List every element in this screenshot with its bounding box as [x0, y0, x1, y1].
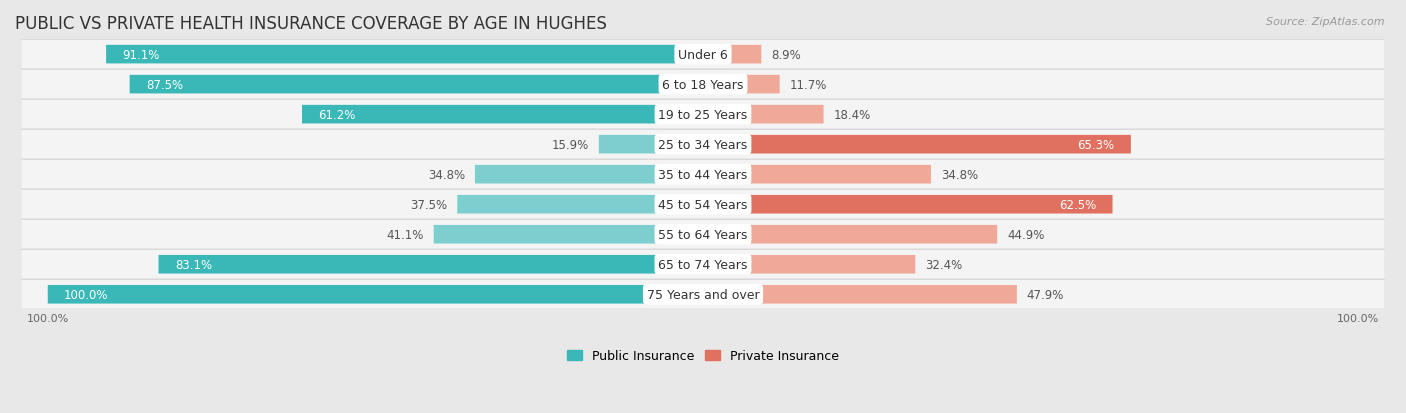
Text: 35 to 44 Years: 35 to 44 Years — [658, 168, 748, 181]
Text: 37.5%: 37.5% — [411, 198, 447, 211]
FancyBboxPatch shape — [21, 190, 1385, 220]
Text: 11.7%: 11.7% — [790, 78, 827, 91]
Legend: Public Insurance, Private Insurance: Public Insurance, Private Insurance — [567, 350, 839, 363]
FancyBboxPatch shape — [21, 160, 1385, 190]
Text: 44.9%: 44.9% — [1007, 228, 1045, 241]
FancyBboxPatch shape — [475, 166, 703, 184]
Text: 65.3%: 65.3% — [1077, 138, 1115, 151]
FancyBboxPatch shape — [21, 70, 1385, 100]
FancyBboxPatch shape — [159, 255, 703, 274]
Text: PUBLIC VS PRIVATE HEALTH INSURANCE COVERAGE BY AGE IN HUGHES: PUBLIC VS PRIVATE HEALTH INSURANCE COVER… — [15, 15, 607, 33]
FancyBboxPatch shape — [703, 225, 997, 244]
Text: 47.9%: 47.9% — [1026, 288, 1064, 301]
Text: 65 to 74 Years: 65 to 74 Years — [658, 258, 748, 271]
FancyBboxPatch shape — [599, 135, 703, 154]
Text: 61.2%: 61.2% — [318, 108, 356, 121]
FancyBboxPatch shape — [21, 40, 1385, 70]
Text: 45 to 54 Years: 45 to 54 Years — [658, 198, 748, 211]
Text: 6 to 18 Years: 6 to 18 Years — [662, 78, 744, 91]
FancyBboxPatch shape — [21, 220, 1385, 249]
FancyBboxPatch shape — [703, 106, 824, 124]
Text: 32.4%: 32.4% — [925, 258, 962, 271]
FancyBboxPatch shape — [21, 100, 1385, 130]
Text: 83.1%: 83.1% — [174, 258, 212, 271]
Text: 15.9%: 15.9% — [551, 138, 589, 151]
FancyBboxPatch shape — [21, 250, 1385, 279]
FancyBboxPatch shape — [21, 190, 1385, 219]
Text: 62.5%: 62.5% — [1059, 198, 1097, 211]
Text: 18.4%: 18.4% — [834, 108, 870, 121]
Text: 41.1%: 41.1% — [387, 228, 423, 241]
FancyBboxPatch shape — [457, 195, 703, 214]
Text: 19 to 25 Years: 19 to 25 Years — [658, 108, 748, 121]
Text: 25 to 34 Years: 25 to 34 Years — [658, 138, 748, 151]
Text: 91.1%: 91.1% — [122, 48, 160, 62]
FancyBboxPatch shape — [703, 76, 780, 94]
Text: 34.8%: 34.8% — [427, 168, 465, 181]
Text: 87.5%: 87.5% — [146, 78, 183, 91]
Text: 34.8%: 34.8% — [941, 168, 979, 181]
Text: Under 6: Under 6 — [678, 48, 728, 62]
FancyBboxPatch shape — [302, 106, 703, 124]
FancyBboxPatch shape — [21, 40, 1385, 69]
FancyBboxPatch shape — [703, 195, 1112, 214]
FancyBboxPatch shape — [21, 71, 1385, 99]
FancyBboxPatch shape — [21, 160, 1385, 189]
FancyBboxPatch shape — [21, 220, 1385, 249]
Text: 100.0%: 100.0% — [65, 288, 108, 301]
FancyBboxPatch shape — [105, 46, 703, 64]
FancyBboxPatch shape — [21, 249, 1385, 280]
FancyBboxPatch shape — [703, 166, 931, 184]
FancyBboxPatch shape — [21, 280, 1385, 309]
FancyBboxPatch shape — [433, 225, 703, 244]
Text: 8.9%: 8.9% — [770, 48, 801, 62]
FancyBboxPatch shape — [703, 46, 761, 64]
FancyBboxPatch shape — [703, 285, 1017, 304]
FancyBboxPatch shape — [48, 285, 703, 304]
Text: Source: ZipAtlas.com: Source: ZipAtlas.com — [1267, 17, 1385, 26]
FancyBboxPatch shape — [703, 255, 915, 274]
FancyBboxPatch shape — [21, 100, 1385, 129]
FancyBboxPatch shape — [703, 135, 1130, 154]
Text: 55 to 64 Years: 55 to 64 Years — [658, 228, 748, 241]
FancyBboxPatch shape — [21, 131, 1385, 159]
FancyBboxPatch shape — [21, 130, 1385, 160]
Text: 75 Years and over: 75 Years and over — [647, 288, 759, 301]
FancyBboxPatch shape — [21, 280, 1385, 309]
FancyBboxPatch shape — [129, 76, 703, 94]
